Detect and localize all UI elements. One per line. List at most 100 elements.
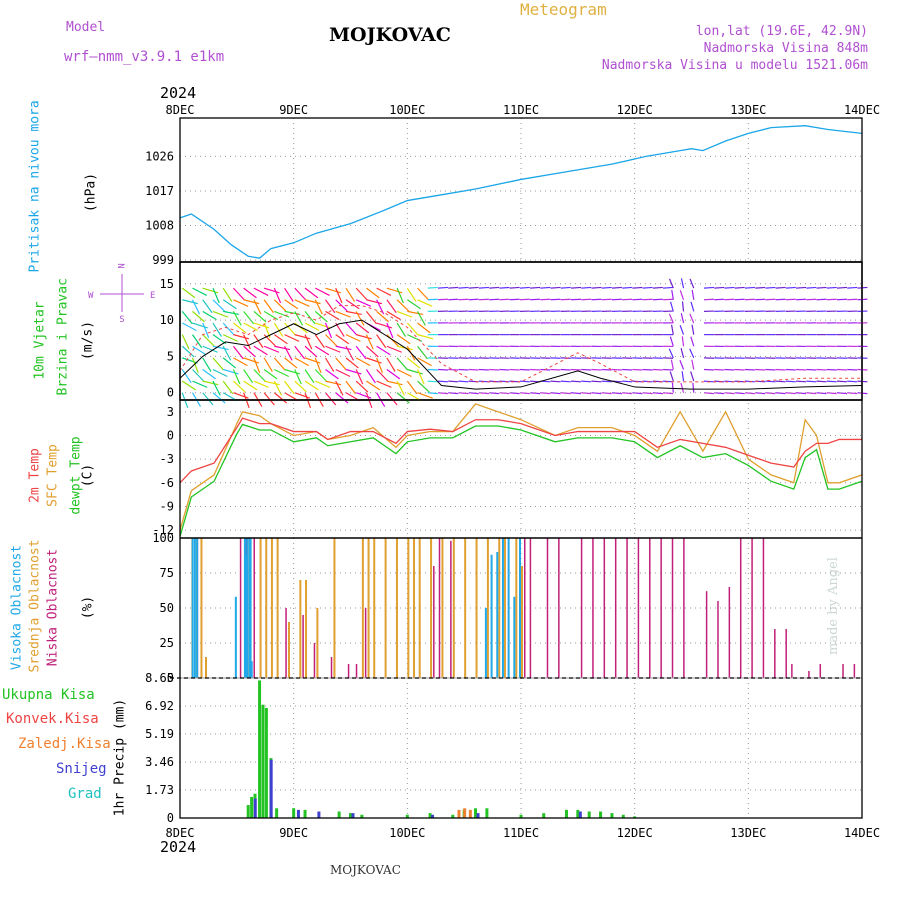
wind-barb — [591, 392, 602, 395]
wind-barb — [253, 380, 269, 388]
low-cloud-bar — [671, 538, 674, 678]
wind-barb — [243, 299, 260, 305]
total-rain-bar — [303, 809, 307, 818]
wind-barb — [437, 392, 449, 395]
wind-barb — [335, 322, 345, 337]
wind-barb — [253, 322, 270, 329]
high-cloud-bar — [250, 661, 253, 678]
wind-barb — [315, 322, 331, 329]
wind-barb — [396, 310, 413, 318]
wind-barb — [253, 334, 264, 349]
wind-barb — [325, 392, 337, 406]
wind-barb — [345, 334, 361, 342]
wind-barb — [478, 298, 489, 301]
wind-barb — [396, 368, 412, 378]
wind-barb — [243, 322, 259, 332]
wind-barb — [355, 392, 372, 399]
wind-barb — [212, 392, 226, 404]
wind-barb — [509, 392, 520, 395]
precip-legend-frz: Zaledj.Kisa — [18, 736, 111, 752]
wind-barb — [345, 345, 354, 361]
wind-barb — [386, 345, 402, 353]
wind-barb — [611, 298, 622, 301]
wind-barb — [406, 287, 417, 302]
wind-barb — [519, 380, 530, 383]
meteogram-label: Meteogram — [520, 0, 607, 19]
wind-barb — [448, 380, 459, 383]
wind-barb — [734, 392, 745, 395]
compass-s: S — [119, 315, 124, 325]
wind-barb — [232, 369, 241, 385]
wind-barb — [681, 371, 685, 382]
wind-barb — [345, 368, 362, 375]
wind-barb — [304, 380, 319, 391]
mid-cloud-bar — [316, 608, 319, 678]
snow-bar — [269, 759, 273, 818]
wind-barb — [540, 286, 551, 289]
precip-legend-total: Ukupna Kisa — [2, 687, 95, 703]
wind-barb — [669, 336, 674, 347]
low-cloud-bar — [239, 538, 242, 678]
low-cloud-bar — [842, 664, 844, 678]
pressure-tick: 999 — [152, 253, 174, 267]
mid-cloud-bar — [452, 538, 455, 678]
temp-tick: 3 — [167, 405, 174, 419]
wind-barb — [458, 380, 469, 383]
wind-barb — [345, 380, 357, 395]
low-cloud-bar — [438, 538, 441, 678]
wind-barb — [396, 322, 407, 337]
wind-barb — [181, 311, 193, 325]
wind-barb — [468, 286, 479, 289]
wind-barb — [314, 299, 323, 315]
temp-tick: -3 — [160, 452, 174, 466]
wind-barb — [690, 336, 695, 347]
wind-speed-line — [179, 319, 863, 390]
total-rain-bar — [587, 811, 591, 818]
wind-barb — [284, 334, 300, 342]
wind-barb — [202, 369, 217, 380]
wind-barb — [663, 392, 674, 395]
low-cloud-bar — [637, 538, 640, 678]
wind-barb — [775, 368, 786, 371]
wind-barb — [611, 392, 622, 395]
low-cloud-bar — [546, 538, 549, 678]
wind-barb — [202, 334, 215, 347]
wind-barb — [376, 287, 392, 296]
wind-barb — [458, 368, 469, 371]
date-tick-top: 11DEC — [503, 103, 539, 117]
wind-barb — [314, 287, 330, 296]
wind-barb — [691, 359, 695, 370]
wind-barb — [836, 298, 848, 301]
wind-barb — [202, 322, 210, 339]
wind-barb — [570, 368, 582, 371]
wind-barb — [263, 392, 275, 406]
mid-cloud-bar — [373, 538, 376, 678]
wind-barb — [212, 380, 221, 396]
wind-barb — [222, 380, 234, 395]
wind-barb — [407, 310, 424, 316]
wind-barb — [181, 345, 195, 358]
date-tick-bottom: 11DEC — [503, 826, 539, 840]
wind-barb — [591, 368, 602, 371]
wind-barb — [365, 311, 377, 325]
wind-barb — [478, 368, 489, 371]
high-cloud-bar — [243, 538, 246, 678]
total-rain-bar — [621, 814, 625, 818]
wind-barb — [679, 290, 685, 300]
wind-barb — [437, 286, 449, 289]
wind-barb — [376, 310, 390, 323]
wind-barb — [243, 380, 258, 391]
wind-barb — [448, 368, 459, 371]
snow-bar — [578, 811, 582, 818]
wind-barb — [427, 298, 438, 301]
wind-barb — [826, 392, 837, 395]
low-cloud-bar — [660, 538, 662, 678]
wind-tick: 10 — [160, 313, 174, 327]
wind-barb — [670, 359, 674, 370]
wind-barb — [222, 287, 233, 302]
wind-barb — [355, 287, 368, 301]
mid-cloud-bar — [276, 538, 279, 678]
wind-barb — [192, 380, 208, 388]
wind-barb — [448, 286, 459, 289]
wind-barb — [223, 310, 240, 316]
